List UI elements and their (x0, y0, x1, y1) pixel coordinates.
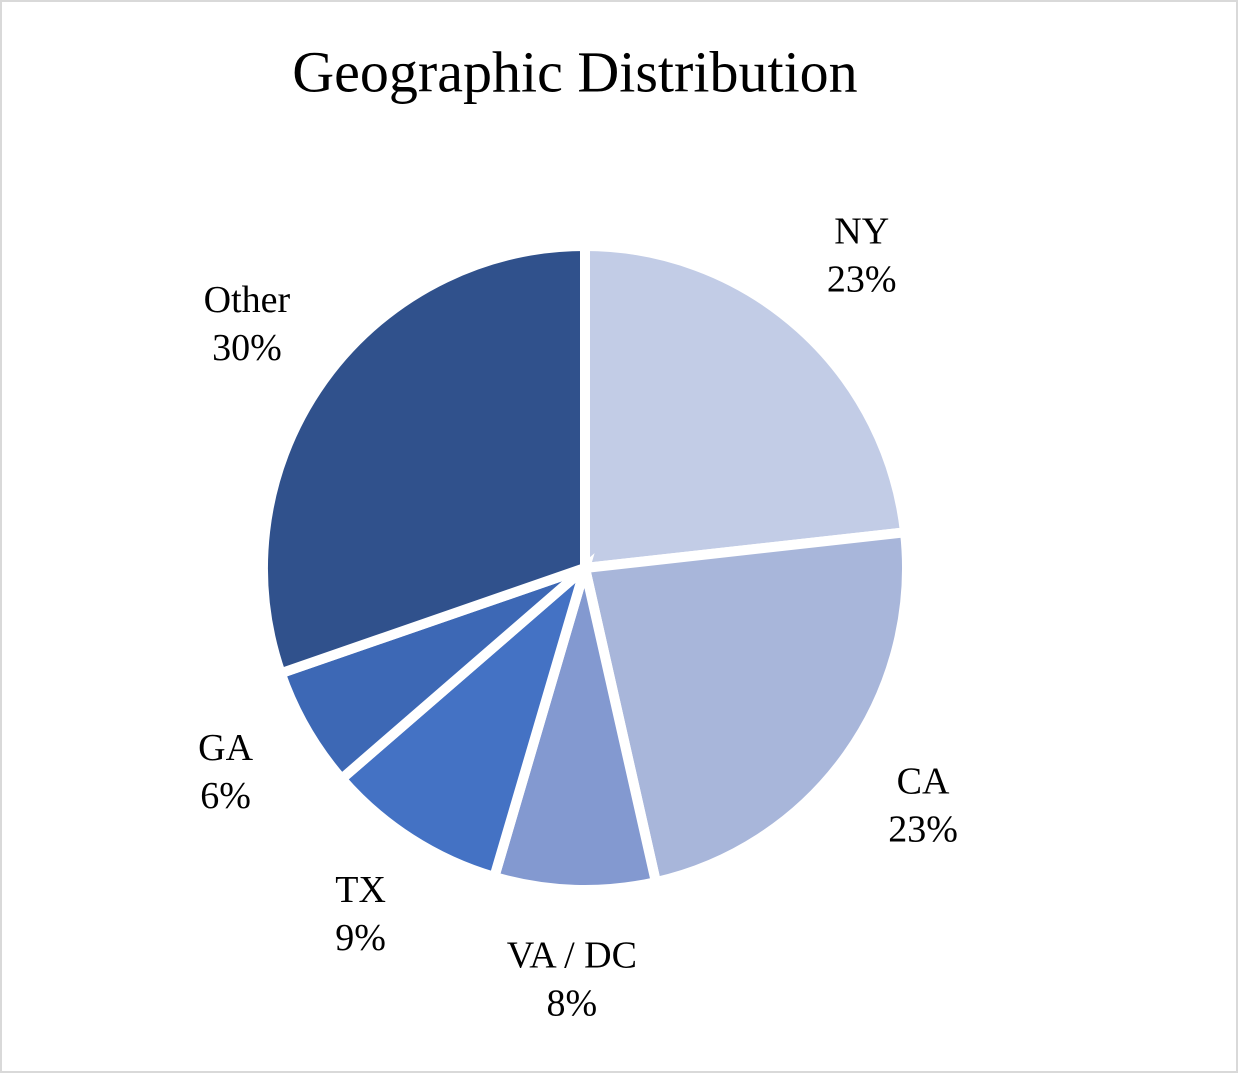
slice-value-label: 23% (888, 808, 958, 850)
slice-value-label: 8% (547, 983, 598, 1025)
pie-slice (334, 553, 595, 884)
slice-value-label: 23% (827, 258, 897, 300)
slice-category: VA / DC (507, 935, 637, 977)
slice-value-label: 9% (335, 917, 386, 959)
chart-title: Geographic Distribution (292, 39, 857, 104)
slice-category: GA (198, 727, 253, 769)
slice-category: Other (204, 279, 291, 321)
pie-slice (578, 526, 912, 889)
slice-category: CA (897, 760, 950, 802)
pie-slice (488, 548, 662, 895)
pie-slice (580, 240, 911, 574)
pie-slice (258, 240, 590, 680)
slice-category: TX (335, 869, 386, 911)
slice-value-label: 6% (200, 775, 251, 817)
slice-value-label: 30% (212, 327, 282, 369)
slice-category: NY (834, 210, 889, 252)
